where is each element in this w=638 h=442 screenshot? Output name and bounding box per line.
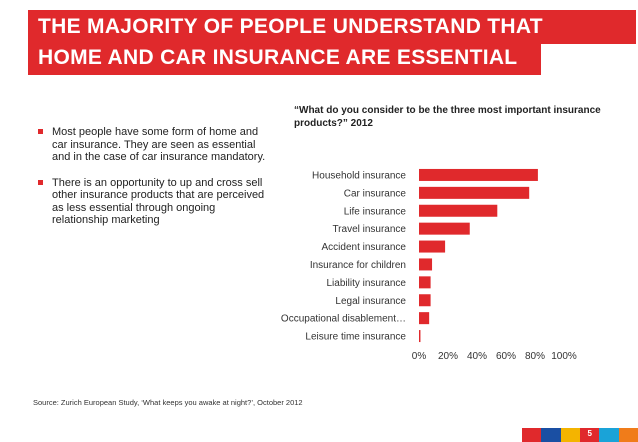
footer-swatch bbox=[522, 428, 542, 442]
title-line-1: THE MAJORITY OF PEOPLE UNDERSTAND THAT bbox=[28, 10, 636, 44]
footer-swatch bbox=[541, 428, 561, 442]
footer-swatch bbox=[618, 428, 638, 442]
category-label: Legal insurance bbox=[335, 296, 406, 307]
bar bbox=[419, 258, 433, 271]
category-label: Occupational disablement… bbox=[281, 314, 406, 325]
category-label: Accident insurance bbox=[322, 242, 407, 253]
title-line-2: HOME AND CAR INSURANCE ARE ESSENTIAL bbox=[28, 41, 541, 75]
x-tick-label: 0% bbox=[412, 351, 427, 362]
x-tick-label: 100% bbox=[551, 351, 577, 362]
bullet-square-icon bbox=[38, 129, 43, 134]
bar bbox=[419, 330, 421, 343]
bar bbox=[419, 168, 538, 181]
footer-color-bar bbox=[522, 428, 638, 442]
category-label: Car insurance bbox=[344, 188, 407, 199]
category-label: Life insurance bbox=[344, 206, 407, 217]
bar bbox=[419, 204, 498, 217]
x-tick-label: 80% bbox=[525, 351, 545, 362]
x-tick-label: 20% bbox=[438, 351, 458, 362]
category-label: Leisure time insurance bbox=[305, 332, 406, 343]
category-label: Travel insurance bbox=[332, 224, 406, 235]
chart-question: “What do you consider to be the three mo… bbox=[294, 105, 601, 129]
bullet-item: There is an opportunity to up and cross … bbox=[38, 177, 270, 227]
category-label: Liability insurance bbox=[327, 278, 407, 289]
source-note: Source: Zurich European Study, ‘What kee… bbox=[33, 398, 303, 407]
bar bbox=[419, 294, 431, 307]
bullet-list: Most people have some form of home and c… bbox=[38, 126, 270, 240]
bullet-text: Most people have some form of home and c… bbox=[52, 126, 266, 163]
bullet-item: Most people have some form of home and c… bbox=[38, 126, 270, 164]
bar bbox=[419, 312, 430, 325]
bar bbox=[419, 186, 530, 199]
page-number: 5 bbox=[587, 429, 592, 438]
bar bbox=[419, 240, 446, 253]
category-label: Household insurance bbox=[312, 170, 406, 181]
bullet-square-icon bbox=[38, 179, 43, 185]
bar bbox=[419, 222, 470, 235]
footer-swatch bbox=[579, 428, 600, 442]
x-tick-label: 60% bbox=[496, 351, 516, 362]
category-label: Insurance for children bbox=[310, 260, 406, 271]
bar bbox=[419, 276, 431, 289]
x-tick-label: 40% bbox=[467, 351, 487, 362]
bullet-text: There is an opportunity to up and cross … bbox=[52, 176, 265, 227]
footer-swatch bbox=[560, 428, 580, 442]
footer-swatch bbox=[599, 428, 619, 442]
